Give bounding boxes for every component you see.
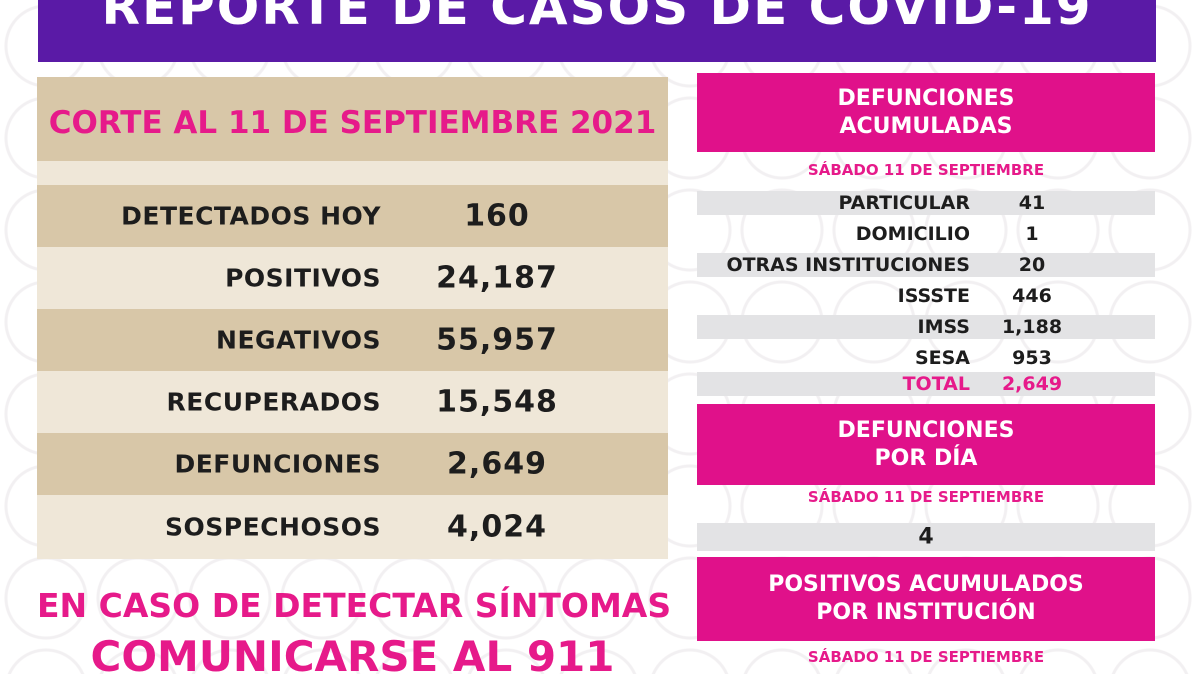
deaths-per-day-value: 4 [918,524,934,550]
stat-value: 24,187 [436,260,558,296]
institution-value: 41 [1018,192,1046,214]
stat-row-defunciones: DEFUNCIONES 2,649 [37,433,668,495]
institution-name: DOMICILIO [855,223,970,245]
deaths-per-day-row: 4 [697,523,1155,551]
cutoff-date: CORTE AL 11 DE SEPTIEMBRE 2021 [48,105,657,141]
institution-value: 953 [1012,347,1052,369]
alert-line-2: COMUNICARSE AL 911 [90,632,615,674]
institution-row: SESA 953 [697,346,1155,370]
deaths-per-day-title-2: POR DÍA [874,445,978,471]
institution-total-row: TOTAL 2,649 [697,372,1155,396]
institution-name: ISSSTE [897,285,970,307]
stat-value: 160 [464,198,530,234]
deaths-accumulated-title-1: DEFUNCIONES [837,85,1015,111]
deaths-accumulated-title-2: ACUMULADAS [839,113,1013,139]
total-label: TOTAL [902,373,970,395]
stat-label: SOSPECHOSOS [165,512,381,542]
stat-value: 4,024 [447,509,547,545]
stat-label: RECUPERADOS [166,387,381,417]
institution-row: OTRAS INSTITUCIONES 20 [697,253,1155,277]
stat-label: NEGATIVOS [216,325,381,355]
institution-name: IMSS [917,316,971,338]
stat-row-negativos: NEGATIVOS 55,957 [37,309,668,371]
institution-value: 1 [1025,223,1039,245]
spacer-band [37,161,668,185]
summary-panel: CORTE AL 11 DE SEPTIEMBRE 2021 DETECTADO… [37,77,668,559]
stat-label: DEFUNCIONES [174,449,381,479]
stat-row-positivos: POSITIVOS 24,187 [37,247,668,309]
institution-value: 20 [1018,254,1046,276]
stat-row-sospechosos: SOSPECHOSOS 4,024 [37,495,668,559]
institution-row: PARTICULAR 41 [697,191,1155,215]
stat-value: 55,957 [436,322,558,358]
positives-date: SÁBADO 11 DE SEPTIEMBRE [807,648,1045,666]
institution-row: DOMICILIO 1 [697,222,1155,246]
institution-row: ISSSTE 446 [697,284,1155,308]
institution-value: 1,188 [1001,316,1063,338]
stat-row-recuperados: RECUPERADOS 15,548 [37,371,668,433]
institution-name: PARTICULAR [838,192,970,214]
institution-name: SESA [914,347,970,369]
deaths-accumulated-header: DEFUNCIONES ACUMULADAS [697,73,1155,152]
deaths-per-day-date: SÁBADO 11 DE SEPTIEMBRE [807,488,1045,506]
total-value: 2,649 [1001,373,1063,395]
institution-name: OTRAS INSTITUCIONES [726,254,970,276]
positives-title-1: POSITIVOS ACUMULADOS [768,572,1084,597]
stat-row-detectados: DETECTADOS HOY 160 [37,185,668,247]
alert-line-1: EN CASO DE DETECTAR SÍNTOMAS [37,586,672,625]
deaths-per-day-header: DEFUNCIONES POR DÍA [697,404,1155,485]
deaths-accumulated-date: SÁBADO 11 DE SEPTIEMBRE [807,161,1045,179]
institution-row: IMSS 1,188 [697,315,1155,339]
positives-by-institution-header: POSITIVOS ACUMULADOS POR INSTITUCIÓN [697,557,1155,641]
cutoff-band: CORTE AL 11 DE SEPTIEMBRE 2021 [37,77,668,161]
header-banner: REPORTE DE CASOS DE COVID-19 [38,0,1156,62]
stat-label: DETECTADOS HOY [121,201,381,231]
institution-value: 446 [1012,285,1052,307]
stat-label: POSITIVOS [225,263,381,293]
page-title: REPORTE DE CASOS DE COVID-19 [101,0,1093,36]
deaths-per-day-title-1: DEFUNCIONES [837,417,1015,443]
positives-title-2: POR INSTITUCIÓN [816,600,1036,625]
stat-value: 15,548 [436,384,558,420]
stat-value: 2,649 [447,446,547,482]
